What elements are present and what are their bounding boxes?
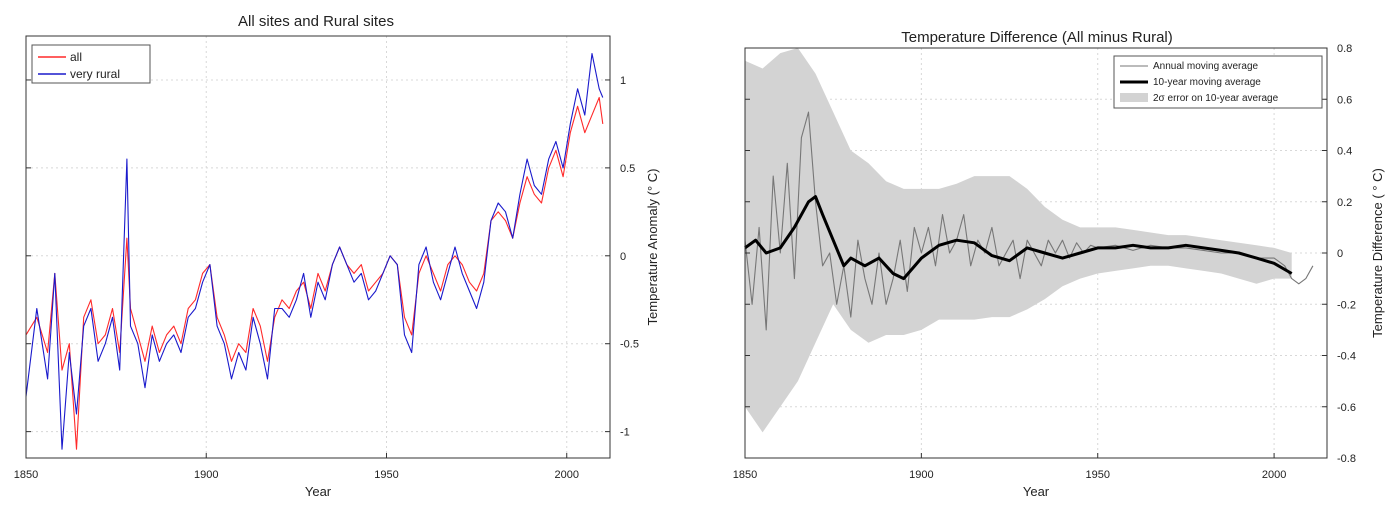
y-tick-label-0: 0 [1337,248,1343,260]
x-tick-label-2000: 2000 [554,469,578,481]
y-axis-label: Temperature Anomaly (° C) [645,169,660,326]
legend-label-very-rural: very rural [70,67,120,81]
legend-label-10-year: 10-year moving average [1153,77,1261,88]
y-tick-label-0-2: -0.2 [1337,299,1356,311]
x-axis-label: Year [305,484,332,499]
chart-all-vs-rural-svg: All sites and Rural sites 1850 1900 1950 20… [14,13,660,499]
x-tick-label-2000: 2000 [1262,469,1286,481]
chart-all-vs-rural: All sites and Rural sites 1850 1900 1950 20… [0,0,690,523]
x-ticks: 1850 1900 1950 2000 [733,453,1286,481]
error-band-group [745,48,1292,433]
y-tick-label-0-4: 0.4 [1337,146,1352,158]
legend-swatch-error-band [1120,93,1148,102]
chart-temperature-difference-svg: Temperature Difference (All minus Rural)… [733,29,1385,499]
error-band [745,48,1292,433]
legend: Annual moving average 10-year moving ave… [1113,55,1323,109]
grid [25,36,610,458]
series-line-all [25,96,604,450]
y-tick-label-1: -1 [620,427,630,439]
series-group [744,111,1314,331]
series-group [25,53,604,450]
legend-box [1113,55,1323,109]
y-tick-label-0-5: 0.5 [620,163,635,175]
series-line-10-year-moving-average [744,195,1293,281]
x-ticks: 1850 1900 1950 2000 [14,453,579,481]
y-tick-label-0-4: -0.4 [1337,351,1356,363]
y-ticks: -1 -0.5 0 0.5 1 [26,75,639,439]
legend-box [31,44,151,84]
chart-title: All sites and Rural sites [238,13,394,30]
y-tick-label-0-8: -0.8 [1337,453,1356,465]
y-tick-label-0-6: 0.6 [1337,94,1352,106]
x-tick-label-1900: 1900 [909,469,933,481]
y-tick-label-0: 0 [620,251,626,263]
x-tick-label-1850: 1850 [14,469,38,481]
y-axis-label: Temperature Difference ( ° C) [1370,168,1385,338]
x-tick-label-1950: 1950 [374,469,398,481]
chart-title: Temperature Difference (All minus Rural) [901,29,1173,46]
y-tick-label-0-5: -0.5 [620,339,639,351]
x-tick-label-1950: 1950 [1085,469,1109,481]
legend-label-error-band: 2σ error on 10-year average [1153,93,1279,104]
legend-label-all: all [70,50,82,64]
y-tick-label-0-6: -0.6 [1337,402,1356,414]
legend: all very rural [31,44,151,84]
x-tick-label-1850: 1850 [733,469,757,481]
x-axis-label: Year [1023,484,1050,499]
x-tick-label-1900: 1900 [194,469,218,481]
series-line-very-rural [25,53,604,450]
plot-frame [25,35,611,459]
legend-label-annual: Annual moving average [1153,61,1259,72]
y-tick-label-0-2: 0.2 [1337,197,1352,209]
y-ticks: -0.8 -0.6 -0.4 -0.2 0 0.2 0.4 0.6 0.8 [745,43,1356,465]
chart-temperature-difference: Temperature Difference (All minus Rural)… [700,0,1394,523]
y-tick-label-0-8: 0.8 [1337,43,1352,55]
y-tick-label-1: 1 [620,75,626,87]
